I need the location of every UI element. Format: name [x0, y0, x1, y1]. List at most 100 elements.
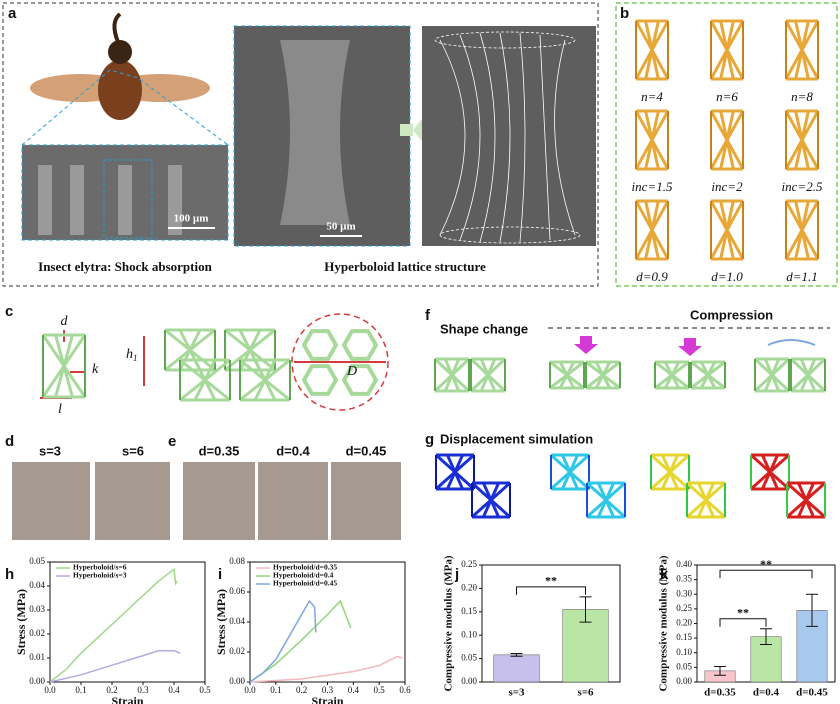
strut — [434, 359, 470, 391]
lattice — [634, 109, 670, 171]
strut — [784, 19, 820, 81]
strut — [710, 111, 744, 169]
x-tick-label: 0.0 — [244, 685, 256, 695]
lattice — [634, 199, 670, 261]
lattice — [784, 109, 820, 171]
strut — [710, 21, 744, 79]
label: Hyperboloid lattice structure — [324, 259, 486, 274]
strut — [42, 335, 86, 397]
x-tick-label: d=0.45 — [796, 687, 828, 699]
y-tick-label: 0.25 — [461, 559, 477, 569]
x-tick-label: 0.1 — [75, 685, 86, 695]
panel-letter: g — [425, 431, 434, 448]
label: inc=2.5 — [782, 179, 823, 194]
strut — [709, 199, 745, 261]
label: 100 µm — [174, 213, 209, 225]
sem-pillars — [38, 165, 182, 235]
lattice — [785, 481, 827, 519]
y-tick-label: 0.08 — [229, 556, 245, 566]
line — [249, 655, 403, 683]
y-tick-label: 0.02 — [229, 646, 245, 656]
lattice — [585, 481, 627, 519]
lattice — [784, 19, 820, 81]
x-tick-label: 0.4 — [348, 685, 360, 695]
label: Compression — [690, 307, 773, 322]
strut — [549, 453, 591, 491]
significance-label: ** — [737, 606, 749, 620]
beetle — [30, 12, 210, 120]
label: d=1.0 — [711, 269, 743, 284]
y-axis-label: Compressive modulus (MPa) — [658, 555, 670, 691]
lattice — [690, 360, 726, 390]
error-bar — [510, 652, 523, 657]
y-tick-label: 0.35 — [676, 574, 692, 584]
lattice — [709, 199, 745, 261]
significance-label: ** — [760, 557, 772, 571]
strut — [753, 357, 791, 393]
y-tick-label: 0.20 — [461, 582, 477, 592]
label: d=0.35 — [199, 443, 240, 458]
label: d=0.4 — [276, 443, 310, 458]
strut — [709, 19, 745, 81]
y-tick-label: 0.40 — [676, 559, 692, 569]
lattice — [469, 357, 507, 393]
y-tick-label: 0.10 — [461, 629, 477, 639]
label: d=0.9 — [636, 269, 668, 284]
strut — [585, 481, 627, 519]
lattice — [41, 333, 87, 399]
y-tick-label: 0.05 — [461, 653, 477, 663]
strut — [785, 481, 827, 519]
label: d=0.45 — [346, 443, 387, 458]
x-tick-label: d=0.4 — [753, 687, 780, 699]
lattice — [434, 453, 476, 491]
photos — [12, 462, 401, 540]
y-tick-label: 0.00 — [461, 676, 477, 686]
strut — [471, 483, 511, 517]
lattice-overlay — [434, 31, 581, 244]
lattice — [239, 358, 291, 402]
strut — [634, 199, 670, 261]
legend-label: Hyperboloid/d=0.35 — [273, 563, 337, 572]
lattice — [585, 360, 621, 390]
lattice — [789, 357, 827, 393]
x-tick-label: s=3 — [508, 687, 525, 699]
strut — [690, 360, 726, 390]
panel-letter: e — [168, 433, 176, 450]
dim-h: h1 — [126, 347, 138, 363]
strut — [785, 21, 819, 79]
y-tick-label: 0.00 — [229, 676, 245, 686]
legend-label: Hyperboloid/s=6 — [73, 563, 127, 572]
lattice — [709, 109, 745, 171]
x-axis-label: Strain — [311, 694, 343, 704]
lattice — [224, 328, 276, 372]
panel-letter: a — [8, 5, 17, 22]
y-tick-label: 0.15 — [461, 606, 477, 616]
x-axis-label: Strain — [111, 694, 143, 704]
y-tick-label: 0.00 — [29, 676, 45, 686]
x-tick-label: 0.4 — [168, 685, 180, 695]
hexagon — [341, 329, 379, 361]
strut — [686, 483, 726, 517]
zoom-lines — [21, 69, 229, 146]
y-axis-label: Stress (MPa) — [214, 589, 228, 655]
panel-letter: b — [620, 5, 629, 22]
line — [249, 599, 352, 683]
lattice — [654, 360, 690, 390]
x-tick-label: 0.1 — [270, 685, 281, 695]
error-bar — [579, 596, 592, 623]
strut — [635, 21, 669, 79]
strut — [470, 481, 512, 519]
strut — [749, 453, 791, 491]
panel-letter: i — [218, 566, 222, 583]
strut — [789, 357, 827, 393]
x-tick-label: 0.5 — [199, 685, 211, 695]
lattice — [709, 19, 745, 81]
legend-label: Hyperboloid/d=0.45 — [273, 579, 337, 588]
label: s=3 — [39, 443, 61, 458]
strut — [649, 453, 691, 491]
panel-letter: h — [5, 566, 14, 583]
press-arrow — [678, 338, 702, 356]
strut — [690, 362, 726, 388]
legend-label: Hyperboloid/s=3 — [73, 571, 127, 580]
